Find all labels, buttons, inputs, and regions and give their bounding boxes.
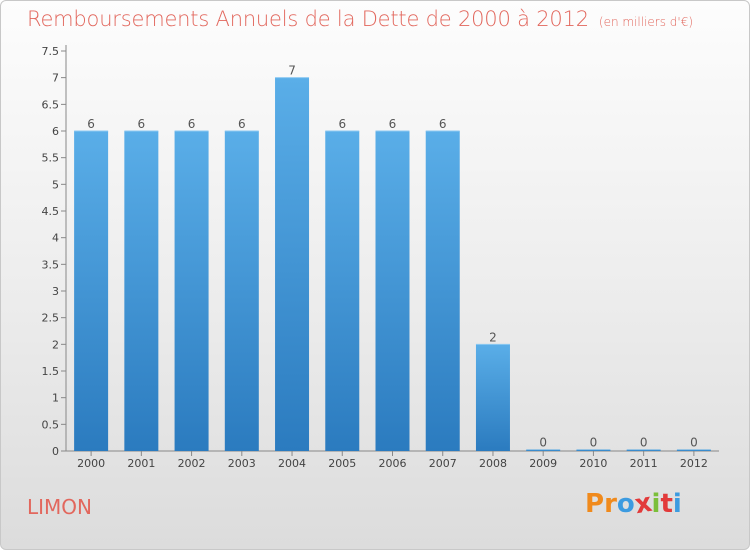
y-tick-label: 3 [52,285,59,298]
bar [676,449,711,451]
data-label: 6 [389,117,397,131]
bar [325,131,360,451]
y-tick-label: 1.5 [42,365,60,378]
title-text: Remboursements Annuels de la Dette de 20… [27,7,589,31]
x-tick-label: 2004 [278,457,306,470]
data-label: 2 [489,330,497,344]
proxiti-logo: Proxiti [585,488,682,520]
bar [425,131,460,451]
y-tick-label: 0.5 [42,418,60,431]
y-tick-label: 5 [52,178,59,191]
x-tick-label: 2009 [529,457,557,470]
y-tick-label: 5.5 [42,152,60,165]
y-tick-label: 7 [52,72,59,85]
data-label: 6 [138,117,146,131]
data-label: 0 [690,436,698,450]
bar [74,131,109,451]
unit-text: (en milliers d'€) [598,15,694,29]
y-tick-label: 6.5 [42,98,60,111]
chart-title: Remboursements Annuels de la Dette de 20… [27,7,693,31]
x-tick-label: 2005 [328,457,356,470]
data-label: 6 [439,117,447,131]
axis-layer: 0 0.5 1 1.5 2 2.5 3 3.5 4 4.5 5 5.5 6 6.5 7 7.5 [42,45,719,458]
bar [526,449,561,451]
y-tick-label: 1 [52,392,59,405]
bar [375,131,410,451]
y-tick-label: 4 [52,232,59,245]
bar [576,449,611,451]
data-label: 6 [338,117,346,131]
bar [275,77,310,452]
logo-letter: r [604,489,617,519]
data-label: 6 [188,117,196,131]
bar [626,449,661,451]
bar-layer [74,77,711,452]
label-layer: 6200062001620026200372004620056200662007… [77,64,708,470]
y-tick-label: 4.5 [42,205,60,218]
y-tick-label: 7.5 [42,45,60,58]
logo-letter: t [660,489,673,519]
data-label: 0 [539,436,547,450]
x-tick-label: 2003 [228,457,256,470]
x-tick-label: 2006 [379,457,407,470]
y-tick-label: 6 [52,125,59,138]
bar [124,131,159,451]
y-tick-label: 3.5 [42,258,60,271]
y-tick-label: 0 [52,445,59,458]
y-tick-label: 2 [52,338,59,351]
bar [224,131,259,451]
x-tick-label: 2010 [579,457,607,470]
logo-letter: o [616,489,635,519]
x-tick-label: 2008 [479,457,507,470]
data-label: 0 [640,436,648,450]
x-tick-label: 2002 [178,457,206,470]
logo-letter: i [651,489,661,519]
logo-letter: P [585,489,605,519]
x-tick-label: 2000 [77,457,105,470]
x-tick-label: 2007 [429,457,457,470]
bar [475,344,510,451]
logo-letter: i [672,489,682,519]
y-tick-label: 2.5 [42,312,60,325]
bar [174,131,209,451]
place-name: LIMON [27,495,92,519]
data-label: 7 [288,64,296,78]
data-label: 0 [590,436,598,450]
x-tick-label: 2001 [127,457,155,470]
x-tick-label: 2012 [680,457,708,470]
data-label: 6 [87,117,95,131]
x-tick-label: 2011 [630,457,658,470]
data-label: 6 [238,117,246,131]
